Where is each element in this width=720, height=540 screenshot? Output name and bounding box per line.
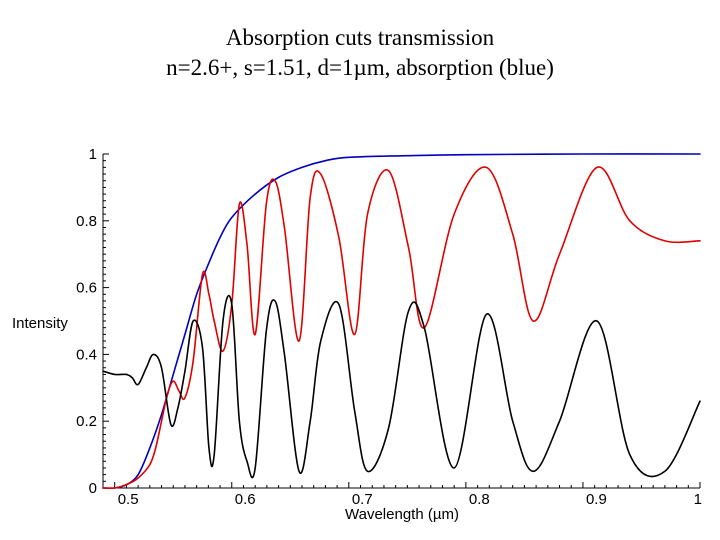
y-tick-label: 1 bbox=[89, 146, 97, 163]
y-tick-label: 0 bbox=[89, 480, 97, 497]
series-line-transmission bbox=[102, 166, 701, 490]
y-axis-label: Intensity bbox=[12, 315, 68, 332]
y-tick-label: 0.2 bbox=[76, 413, 97, 430]
x-tick-label: 0.6 bbox=[235, 491, 256, 508]
x-tick-label: 1 bbox=[694, 491, 702, 508]
y-tick-label: 0.8 bbox=[76, 213, 97, 230]
series-line-absorption bbox=[102, 153, 701, 490]
y-tick-label: 0.4 bbox=[76, 346, 97, 363]
series-line-reflection bbox=[102, 294, 701, 479]
series-layer bbox=[102, 153, 701, 490]
x-axis-label: Wavelength (µm) bbox=[345, 506, 459, 523]
chart-title: Absorption cuts transmission bbox=[225, 25, 495, 50]
chart-subtitle: n=2.6+, s=1.51, d=1µm, absorption (blue) bbox=[166, 55, 554, 80]
x-tick-label: 0.7 bbox=[352, 491, 373, 508]
x-tick-label: 0.8 bbox=[469, 491, 490, 508]
x-tick-label: 0.5 bbox=[118, 491, 139, 508]
y-tick-label: 0.6 bbox=[76, 280, 97, 297]
axes: 0 0.2 0.4 0.6 0.8 1 0.5 0.6 0.7 0.8 0.9 1 bbox=[76, 146, 702, 508]
x-tick-label: 0.9 bbox=[586, 491, 607, 508]
